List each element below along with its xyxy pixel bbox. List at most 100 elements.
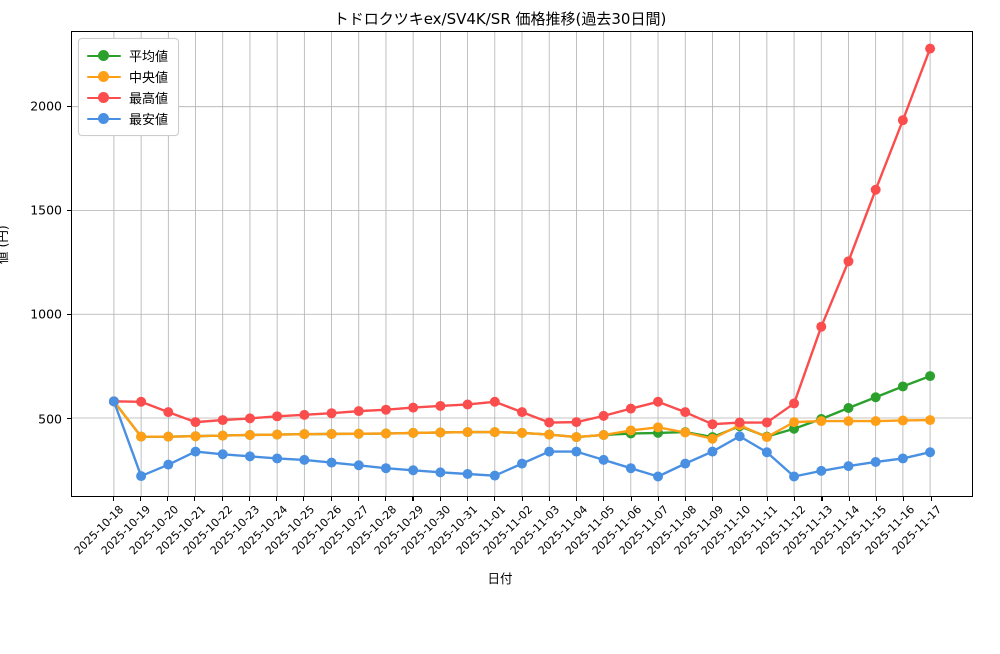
data-point xyxy=(625,463,636,474)
x-tick-mark xyxy=(521,497,523,501)
data-point xyxy=(272,429,283,440)
data-point xyxy=(408,427,419,438)
data-point xyxy=(326,457,337,468)
legend-item[interactable]: 平均値 xyxy=(87,45,168,66)
x-tick-mark xyxy=(494,497,496,501)
data-point xyxy=(843,416,854,427)
x-tick-mark xyxy=(576,497,578,501)
data-point xyxy=(517,458,527,469)
data-point xyxy=(326,408,337,419)
x-tick-mark xyxy=(412,497,414,501)
legend-item[interactable]: 最安値 xyxy=(87,108,168,129)
x-tick-mark xyxy=(712,497,714,501)
x-tick-mark xyxy=(167,497,169,501)
data-point xyxy=(544,446,555,457)
data-point xyxy=(897,115,908,126)
data-point xyxy=(326,428,337,439)
x-tick-mark xyxy=(685,497,687,501)
data-point xyxy=(353,460,364,471)
data-point xyxy=(489,427,500,438)
data-point xyxy=(489,470,500,481)
data-point xyxy=(489,396,500,407)
x-tick-mark xyxy=(276,497,278,501)
x-tick-mark xyxy=(930,497,932,501)
x-tick-mark xyxy=(112,497,114,501)
x-tick-mark xyxy=(439,497,441,501)
data-point xyxy=(707,419,718,430)
data-point xyxy=(761,417,772,428)
x-tick-mark xyxy=(139,497,141,501)
data-point xyxy=(435,400,446,411)
data-point xyxy=(707,433,718,444)
x-tick-mark xyxy=(330,497,332,501)
legend-item[interactable]: 最高値 xyxy=(87,87,168,108)
data-point xyxy=(598,454,609,465)
y-axis-label: 値 (円) xyxy=(0,225,10,264)
page-title: トドロクツキex/SV4K/SR 価格推移(過去30日間) xyxy=(333,10,667,28)
x-tick-mark xyxy=(657,497,659,501)
data-point xyxy=(653,471,664,482)
data-point xyxy=(897,453,908,464)
legend-item[interactable]: 中央値 xyxy=(87,66,168,87)
data-point xyxy=(761,432,772,443)
data-point xyxy=(217,415,228,426)
data-point xyxy=(163,431,174,442)
x-axis-label: 日付 xyxy=(487,571,513,586)
data-point xyxy=(408,402,419,413)
data-point xyxy=(544,429,555,440)
data-point xyxy=(870,392,881,403)
data-point xyxy=(843,403,854,413)
data-point xyxy=(190,431,201,442)
data-point xyxy=(680,407,691,418)
y-axis-ticks: 500 1000 1500 2000 xyxy=(0,31,1000,497)
x-tick-mark xyxy=(766,497,768,501)
data-point xyxy=(136,396,147,407)
data-point xyxy=(299,429,310,440)
data-point xyxy=(136,471,147,482)
data-point xyxy=(462,427,473,438)
legend-swatch-icon xyxy=(87,112,121,126)
y-tick-label: 1500 xyxy=(30,202,62,218)
data-point xyxy=(163,459,174,470)
data-point xyxy=(870,416,881,427)
data-point xyxy=(925,415,936,426)
data-point xyxy=(897,381,908,392)
y-tick-label: 1000 xyxy=(30,306,62,322)
x-tick-mark xyxy=(848,497,850,501)
data-point xyxy=(789,471,800,482)
data-point xyxy=(816,416,827,427)
data-point xyxy=(353,406,364,417)
y-tick-label: 2000 xyxy=(30,98,62,114)
data-point xyxy=(843,461,854,472)
data-point xyxy=(571,432,582,443)
x-tick-mark xyxy=(794,497,796,501)
data-point xyxy=(136,431,147,442)
data-point xyxy=(299,409,310,420)
data-point xyxy=(680,458,691,469)
data-point xyxy=(244,413,255,424)
data-point xyxy=(108,396,119,407)
data-point xyxy=(462,399,473,410)
x-tick-mark xyxy=(248,497,250,501)
x-tick-mark xyxy=(303,497,305,501)
series-layer xyxy=(108,43,936,482)
x-tick-mark xyxy=(357,497,359,501)
data-point xyxy=(870,456,881,467)
data-point xyxy=(897,415,908,426)
data-point xyxy=(653,396,664,407)
data-point xyxy=(598,430,609,440)
legend-swatch-icon xyxy=(87,49,121,63)
data-point xyxy=(380,404,391,415)
legend-swatch-icon xyxy=(87,70,121,84)
data-point xyxy=(435,467,446,478)
data-point xyxy=(272,411,283,422)
data-point xyxy=(380,428,391,439)
y-tick-mark xyxy=(67,313,71,316)
data-point xyxy=(435,427,446,438)
legend-item-label: 中央値 xyxy=(129,71,169,86)
x-tick-mark xyxy=(221,497,223,501)
data-point xyxy=(244,451,255,462)
data-point xyxy=(761,447,772,458)
data-point xyxy=(380,463,391,474)
legend-item-label: 平均値 xyxy=(129,50,169,65)
